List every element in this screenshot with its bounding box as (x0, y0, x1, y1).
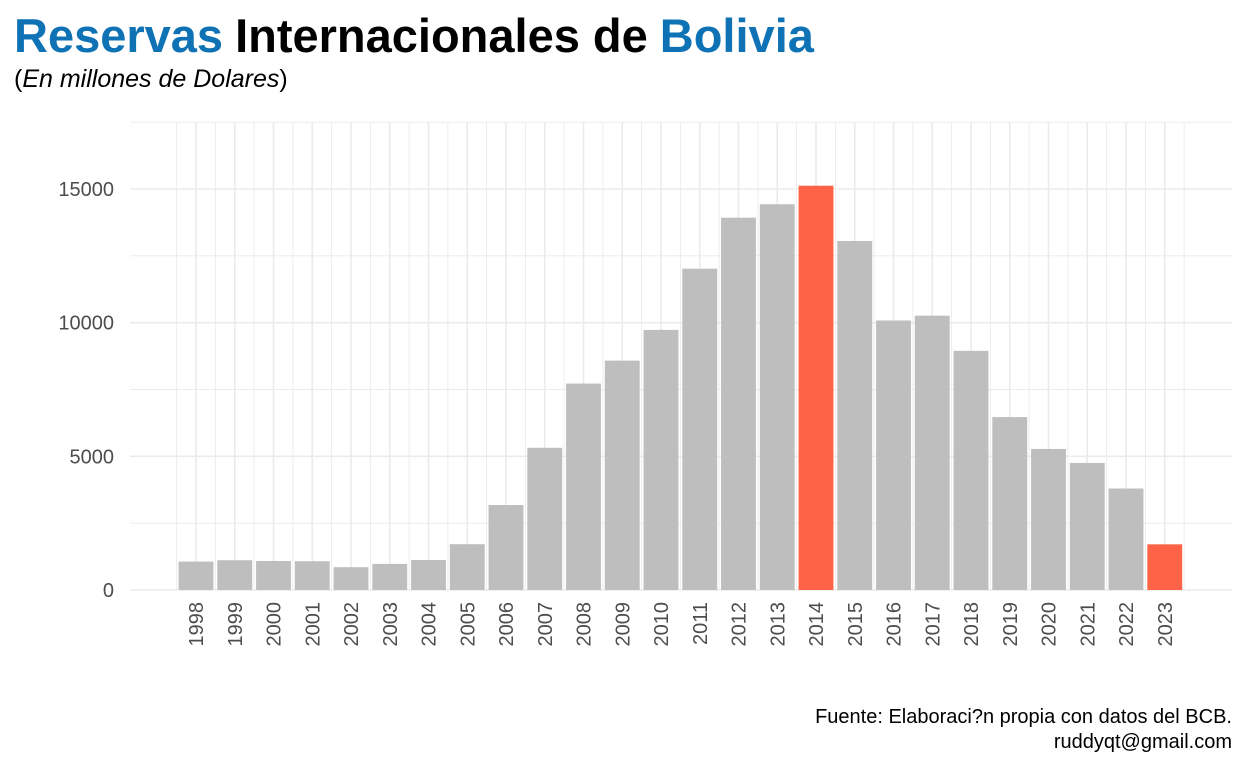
bar-2005 (449, 544, 485, 590)
x-tick-label-2001: 2001 (302, 602, 324, 647)
x-tick-label-2011: 2011 (690, 602, 712, 645)
x-tick-label-2014: 2014 (806, 602, 828, 647)
x-tick-label-2010: 2010 (651, 602, 673, 647)
y-tick-label-5000: 5000 (70, 446, 115, 468)
x-tick-label-2023: 2023 (1155, 602, 1177, 647)
x-tick-label-2007: 2007 (535, 602, 557, 647)
bar-chart: 0 5000 10000 15000 1998 1999 2000 2001 2002 2003… (58, 121, 1232, 647)
bar-2016 (876, 320, 911, 590)
bar-2022 (1108, 488, 1144, 590)
x-tick-label-2012: 2012 (729, 602, 751, 647)
x-tick-label-2018: 2018 (961, 602, 983, 647)
y-tick-label-15000: 15000 (58, 179, 114, 201)
bar-2017 (914, 315, 950, 590)
x-tick-label-1999: 1999 (225, 602, 247, 647)
bar-2001 (294, 561, 330, 590)
y-tick-label-10000: 10000 (58, 313, 114, 335)
x-tick-label-2019: 2019 (1000, 602, 1022, 647)
x-tick-label-2008: 2008 (574, 602, 596, 647)
bars (178, 185, 1183, 591)
x-tick-label-2021: 2021 (1077, 602, 1099, 647)
chart-subtitle: (En millones de Dolares) (14, 62, 288, 96)
bar-1998 (178, 561, 214, 590)
x-tick-label-2004: 2004 (419, 602, 441, 647)
caption-source: Fuente: Elaboraci?n propia con datos del… (815, 706, 1232, 728)
bar-2000 (256, 560, 291, 590)
title-word-internacionales: Internacionales de (235, 9, 648, 62)
bar-2006 (488, 505, 524, 590)
title-word-reservas: Reservas (14, 9, 224, 62)
bar-2012 (721, 217, 756, 590)
x-tick-label-2017: 2017 (922, 602, 944, 647)
x-tick-label-2016: 2016 (884, 602, 906, 647)
x-tick-label-1998: 1998 (186, 602, 208, 647)
x-tick-label-2006: 2006 (496, 602, 518, 647)
caption-email: ruddyqt@gmail.com (1053, 731, 1232, 753)
bar-2014 (798, 185, 834, 591)
bar-2013 (759, 204, 795, 590)
x-tick-label-2002: 2002 (341, 602, 363, 647)
bar-2018 (953, 350, 989, 590)
x-tick-label-2020: 2020 (1039, 602, 1061, 647)
bar-2010 (643, 329, 679, 590)
chart-caption: Fuente: Elaboraci?n propia con datos del… (815, 705, 1232, 755)
bar-2002 (333, 567, 369, 590)
x-tick-label-2009: 2009 (612, 602, 634, 647)
bar-2004 (411, 559, 446, 590)
x-tick-label-2015: 2015 (845, 602, 867, 647)
subtitle-close-paren: ) (279, 65, 288, 93)
y-axis-tick-labels: 0 5000 10000 15000 (58, 179, 114, 602)
y-tick-label-0: 0 (103, 580, 114, 602)
bar-2019 (992, 417, 1028, 590)
grid-lines (130, 121, 1232, 591)
x-tick-label-2022: 2022 (1116, 602, 1138, 647)
x-axis-tick-labels: 1998 1999 2000 2001 2002 2003 2004 2005 2006 2007… (186, 602, 1177, 647)
chart-title: Reservas Internacionales de Bolivia (14, 6, 814, 66)
bar-2020 (1031, 448, 1066, 590)
x-tick-label-2013: 2013 (767, 602, 789, 647)
bar-2015 (837, 240, 873, 590)
title-word-bolivia: Bolivia (659, 9, 814, 62)
bar-2009 (604, 360, 640, 590)
x-tick-label-2005: 2005 (457, 602, 479, 647)
bar-2023 (1147, 544, 1183, 590)
subtitle-text: En millones de Dolares (22, 65, 280, 93)
bar-2008 (566, 383, 601, 590)
x-tick-label-2003: 2003 (380, 602, 402, 647)
bar-2021 (1069, 462, 1105, 590)
bar-2007 (527, 447, 563, 590)
bar-2003 (372, 563, 408, 590)
bar-2011 (682, 268, 718, 590)
x-tick-label-2000: 2000 (264, 602, 286, 647)
bar-1999 (217, 560, 253, 590)
subtitle-open-paren: ( (14, 65, 23, 93)
